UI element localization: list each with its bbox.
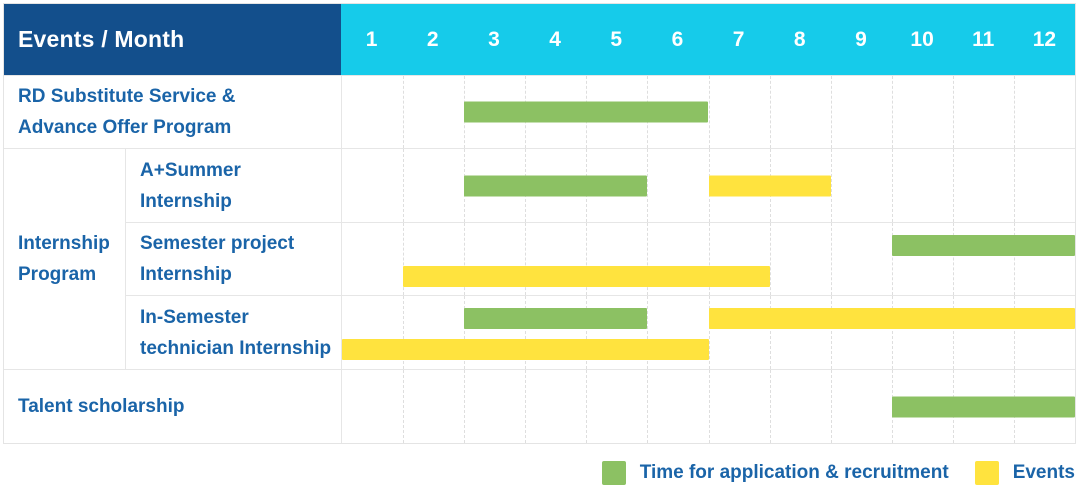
month-gridline xyxy=(952,149,954,222)
row-label-a-plus-summer: A+Summer Internship xyxy=(125,148,341,222)
month-gridline xyxy=(891,76,893,148)
gantt-lane-rd-substitute xyxy=(341,75,1075,148)
row-label-line: Internship xyxy=(140,264,232,285)
gantt-lane-semester-project xyxy=(341,222,1075,295)
gantt-lane-a-plus-summer xyxy=(341,148,1075,222)
month-gridline xyxy=(1013,76,1015,148)
month-gridline xyxy=(830,76,832,148)
month-gridline xyxy=(1013,149,1015,222)
month-header-2: 2 xyxy=(426,27,439,51)
month-gridline xyxy=(891,223,893,295)
month-gridline xyxy=(769,370,771,443)
legend-item-green: Time for application & recruitment xyxy=(601,461,949,485)
month-header-8: 8 xyxy=(793,27,806,51)
application-bar-m10-m12 xyxy=(891,235,1075,256)
legend-swatch-green xyxy=(601,461,626,485)
month-gridline xyxy=(891,149,893,222)
month-gridline xyxy=(769,296,771,369)
events-month-table: Events / Month 1 2 3 4 5 6 7 8 9 10 11 12 RD Substi… xyxy=(3,3,1076,444)
event-bar-m7-m8 xyxy=(708,175,831,196)
month-header-4: 4 xyxy=(549,27,561,51)
row-label-line: RD Substitute Service & xyxy=(18,86,236,107)
month-header-12: 12 xyxy=(1032,27,1057,51)
row-label-line: technician Internship xyxy=(140,337,332,359)
month-header-11: 11 xyxy=(972,27,995,51)
row-label-talent-scholarship: Talent scholarship xyxy=(4,369,341,443)
month-header-row: 1 2 3 4 5 6 7 8 9 10 11 12 xyxy=(341,4,1075,75)
row-label-line: A+Summer xyxy=(140,159,241,181)
month-gridline xyxy=(464,370,466,443)
event-bar-m2-m7 xyxy=(403,266,770,287)
event-bar-m1-m6 xyxy=(342,339,709,360)
gantt-lane-in-semester-technician xyxy=(341,295,1075,369)
month-header-5: 5 xyxy=(610,27,623,51)
month-header-3: 3 xyxy=(488,27,500,51)
event-bar-m7-m12 xyxy=(708,308,1075,329)
legend: Time for application & recruitment Events xyxy=(3,444,1080,485)
month-gridline xyxy=(525,370,527,443)
row-label-line: Internship xyxy=(140,190,232,212)
legend-label: Events xyxy=(1012,462,1075,483)
row-label-line: Advance Offer Program xyxy=(18,117,232,138)
month-gridline xyxy=(891,296,893,369)
row-label-line: Semester project xyxy=(140,233,295,254)
month-gridline xyxy=(830,149,832,222)
row-label-in-semester-technician: In-Semester technician Internship xyxy=(125,295,341,369)
month-gridline xyxy=(830,223,832,295)
month-gridline xyxy=(952,76,954,148)
month-gridline xyxy=(708,76,710,148)
month-gridline xyxy=(708,370,710,443)
month-gridline xyxy=(952,223,954,295)
month-gridline xyxy=(647,370,649,443)
month-gridline xyxy=(403,149,405,222)
month-gridline xyxy=(647,149,649,222)
legend-swatch-yellow xyxy=(974,461,999,485)
row-label-line: Talent scholarship xyxy=(18,396,185,417)
month-header-10: 10 xyxy=(910,27,934,51)
legend-item-yellow: Events xyxy=(974,461,1075,485)
month-gridline xyxy=(708,296,710,369)
month-gridline xyxy=(403,370,405,443)
row-label-semester-project: Semester project Internship xyxy=(125,222,341,295)
month-gridline xyxy=(769,76,771,148)
row-label-line: In-Semester xyxy=(140,306,249,328)
month-gridline xyxy=(769,223,771,295)
table-title-cell: Events / Month xyxy=(4,4,341,75)
month-header-9: 9 xyxy=(855,27,867,51)
group-label-line: Internship xyxy=(18,233,110,254)
month-gridline xyxy=(403,76,405,148)
row-label-rd-substitute: RD Substitute Service & Advance Offer Pr… xyxy=(4,75,341,148)
month-gridline xyxy=(1013,223,1015,295)
month-gridline xyxy=(1013,296,1015,369)
group-label-internship-program: Internship Program xyxy=(4,148,125,369)
month-gridline xyxy=(586,370,588,443)
table-title: Events / Month xyxy=(18,26,185,52)
application-bar-m3-m6 xyxy=(464,101,709,123)
month-header-6: 6 xyxy=(671,27,684,51)
month-header-7: 7 xyxy=(732,27,745,51)
application-bar-m3-m5 xyxy=(464,308,648,329)
group-label-line: Program xyxy=(18,264,97,285)
application-bar-m3-m5 xyxy=(464,175,648,196)
gantt-lane-talent-scholarship xyxy=(341,369,1075,443)
month-gridline xyxy=(952,296,954,369)
month-gridline xyxy=(830,296,832,369)
month-gridline xyxy=(830,370,832,443)
application-bar-m10-m12 xyxy=(891,396,1075,417)
legend-label: Time for application & recruitment xyxy=(639,462,949,483)
month-header-1: 1 xyxy=(365,27,378,51)
